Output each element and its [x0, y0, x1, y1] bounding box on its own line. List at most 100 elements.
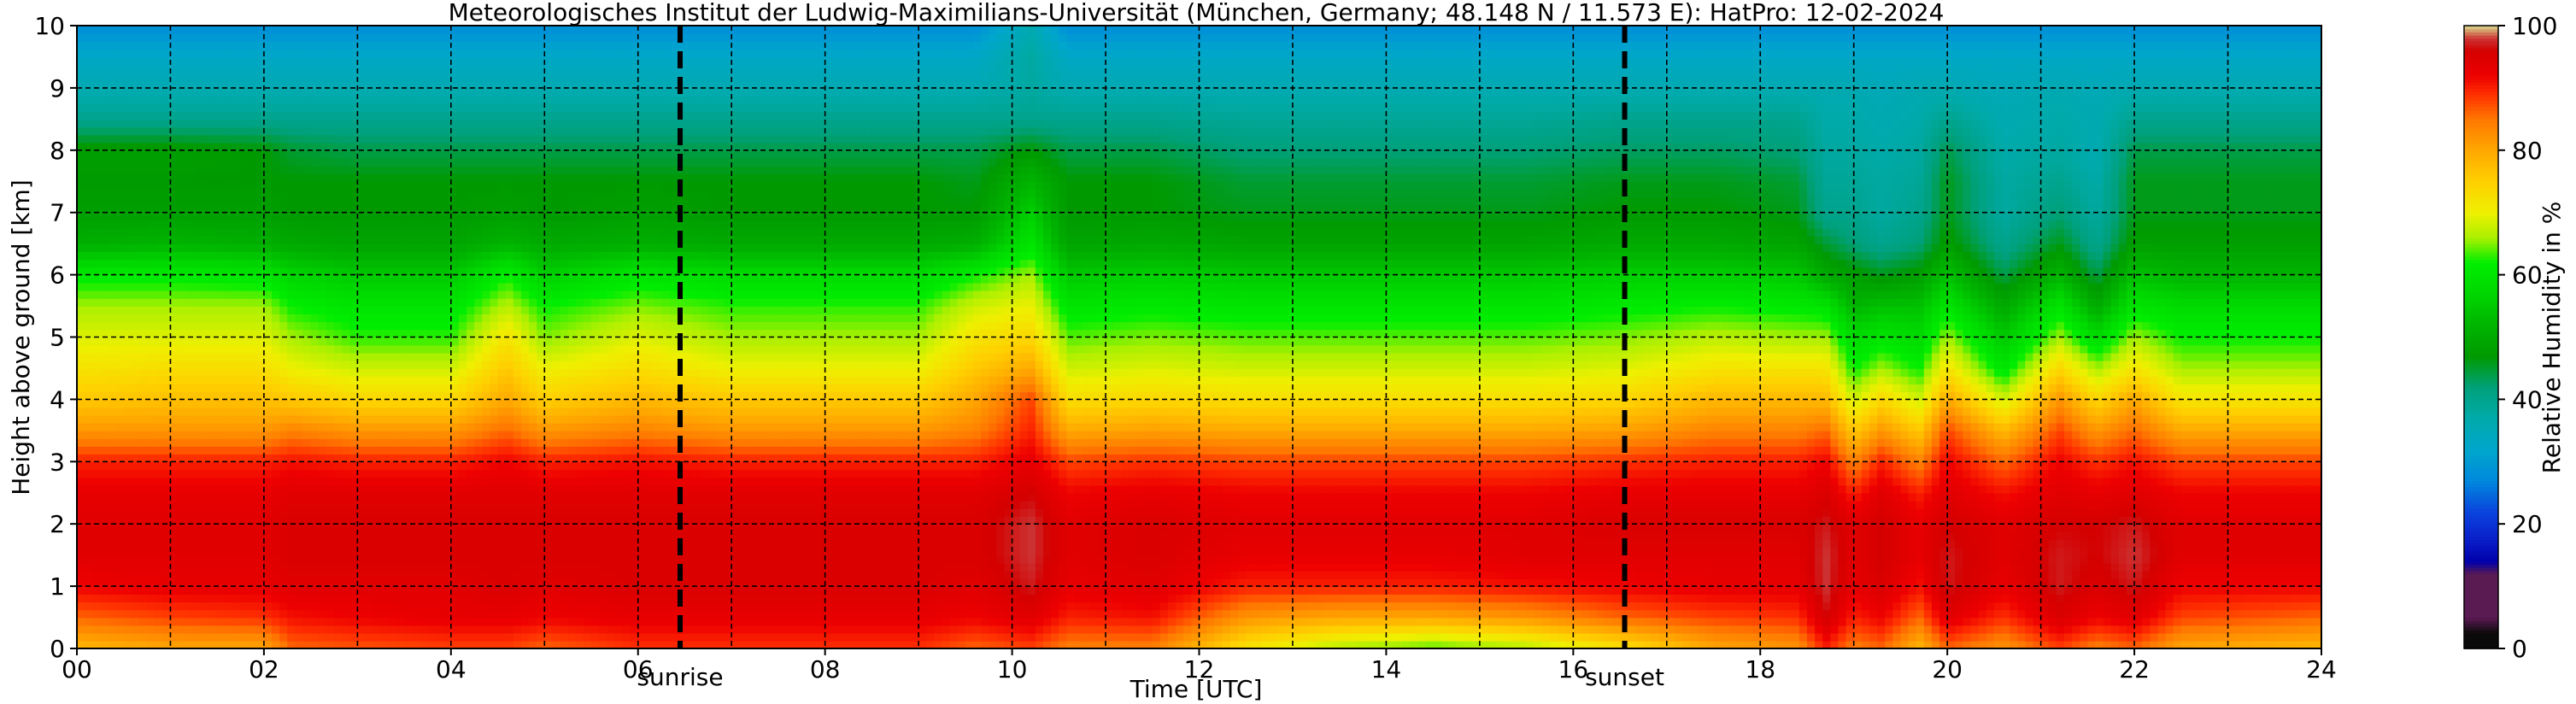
- heatmap-cell: [77, 618, 85, 626]
- heatmap-cell: [132, 135, 140, 144]
- heatmap-cell: [544, 314, 553, 322]
- heatmap-cell: [264, 618, 273, 626]
- heatmap-cell: [264, 275, 273, 284]
- heatmap-cell: [264, 111, 273, 120]
- heatmap-cell: [544, 345, 553, 354]
- heatmap-cell: [521, 408, 530, 416]
- heatmap-cell: [427, 618, 436, 626]
- heatmap-cell: [420, 353, 428, 361]
- heatmap-cell: [427, 33, 436, 42]
- heatmap-cell: [342, 283, 350, 291]
- heatmap-cell: [560, 493, 569, 502]
- heatmap-cell: [92, 166, 101, 174]
- heatmap-cell: [249, 586, 257, 595]
- heatmap-cell: [389, 73, 397, 81]
- heatmap-cell: [202, 166, 210, 174]
- heatmap-cell: [202, 236, 210, 244]
- heatmap-cell: [459, 376, 467, 384]
- heatmap-cell: [459, 431, 467, 439]
- heatmap-cell: [295, 96, 303, 104]
- heatmap-cell: [295, 41, 303, 50]
- heatmap-cell: [319, 571, 327, 579]
- heatmap-cell: [544, 586, 553, 595]
- heatmap-cell: [85, 283, 93, 291]
- heatmap-cell: [92, 275, 101, 284]
- heatmap-cell: [466, 361, 475, 369]
- heatmap-cell: [544, 158, 553, 167]
- heatmap-cell: [303, 111, 312, 120]
- heatmap-cell: [506, 213, 514, 221]
- heatmap-cell: [92, 88, 101, 97]
- heatmap-cell: [186, 126, 195, 135]
- heatmap-cell: [170, 314, 179, 322]
- heatmap-cell: [427, 259, 436, 267]
- heatmap-cell: [474, 531, 483, 540]
- heatmap-cell: [552, 197, 560, 205]
- heatmap-cell: [544, 111, 553, 120]
- heatmap-cell: [132, 361, 140, 369]
- heatmap-cell: [85, 423, 93, 431]
- heatmap-cell: [420, 618, 428, 626]
- heatmap-cell: [404, 461, 413, 470]
- heatmap-cell: [334, 173, 343, 182]
- heatmap-cell: [404, 618, 413, 626]
- heatmap-cell: [108, 189, 116, 197]
- heatmap-cell: [249, 345, 257, 354]
- heatmap-cell: [474, 49, 483, 57]
- heatmap-cell: [287, 571, 296, 579]
- heatmap-cell: [232, 485, 241, 494]
- heatmap-cell: [170, 469, 179, 478]
- heatmap-cell: [459, 126, 467, 135]
- heatmap-cell: [552, 189, 560, 197]
- heatmap-cell: [436, 49, 444, 57]
- heatmap-cell: [459, 469, 467, 478]
- heatmap-cell: [155, 243, 163, 252]
- heatmap-cell: [412, 446, 420, 455]
- heatmap-cell: [466, 41, 475, 50]
- heatmap-cell: [287, 56, 296, 65]
- heatmap-cell: [170, 353, 179, 361]
- heatmap-cell: [92, 423, 101, 431]
- heatmap-cell: [459, 33, 467, 42]
- heatmap-cell: [482, 228, 490, 237]
- heatmap-cell: [132, 150, 140, 159]
- heatmap-cell: [326, 298, 335, 307]
- heatmap-cell: [420, 633, 428, 642]
- heatmap-cell: [506, 220, 514, 229]
- heatmap-cell: [170, 251, 179, 260]
- heatmap-cell: [560, 555, 569, 564]
- heatmap-cell: [139, 321, 148, 330]
- heatmap-cell: [560, 633, 569, 642]
- heatmap-cell: [490, 384, 498, 392]
- heatmap-cell: [326, 345, 335, 354]
- heatmap-cell: [303, 508, 312, 517]
- heatmap-cell: [147, 478, 155, 486]
- heatmap-cell: [124, 539, 132, 548]
- heatmap-cell: [295, 213, 303, 221]
- heatmap-cell: [311, 469, 320, 478]
- heatmap-cell: [342, 298, 350, 307]
- heatmap-cell: [529, 601, 537, 610]
- heatmap-cell: [474, 251, 483, 260]
- heatmap-cell: [132, 41, 140, 50]
- heatmap-cell: [474, 275, 483, 284]
- heatmap-cell: [342, 96, 350, 104]
- heatmap-cell: [412, 158, 420, 167]
- heatmap-cell: [529, 306, 537, 314]
- heatmap-cell: [249, 531, 257, 540]
- heatmap-cell: [225, 150, 233, 159]
- heatmap-cell: [326, 306, 335, 314]
- heatmap-cell: [249, 423, 257, 431]
- heatmap-cell: [529, 126, 537, 135]
- heatmap-cell: [396, 601, 405, 610]
- heatmap-cell: [373, 33, 382, 42]
- heatmap-cell: [389, 49, 397, 57]
- heatmap-cell: [412, 197, 420, 205]
- heatmap-cell: [342, 103, 350, 112]
- heatmap-cell: [147, 259, 155, 267]
- heatmap-cell: [217, 408, 226, 416]
- heatmap-cell: [77, 243, 85, 252]
- heatmap-cell: [279, 96, 288, 104]
- heatmap-cell: [194, 469, 202, 478]
- heatmap-cell: [466, 220, 475, 229]
